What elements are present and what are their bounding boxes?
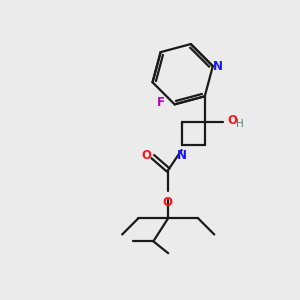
Text: O: O [163, 196, 172, 209]
Text: N: N [213, 60, 223, 73]
Text: O: O [227, 114, 237, 128]
Text: O: O [141, 148, 151, 162]
Text: H: H [236, 119, 244, 129]
Text: F: F [157, 96, 165, 110]
Text: N: N [177, 148, 187, 162]
